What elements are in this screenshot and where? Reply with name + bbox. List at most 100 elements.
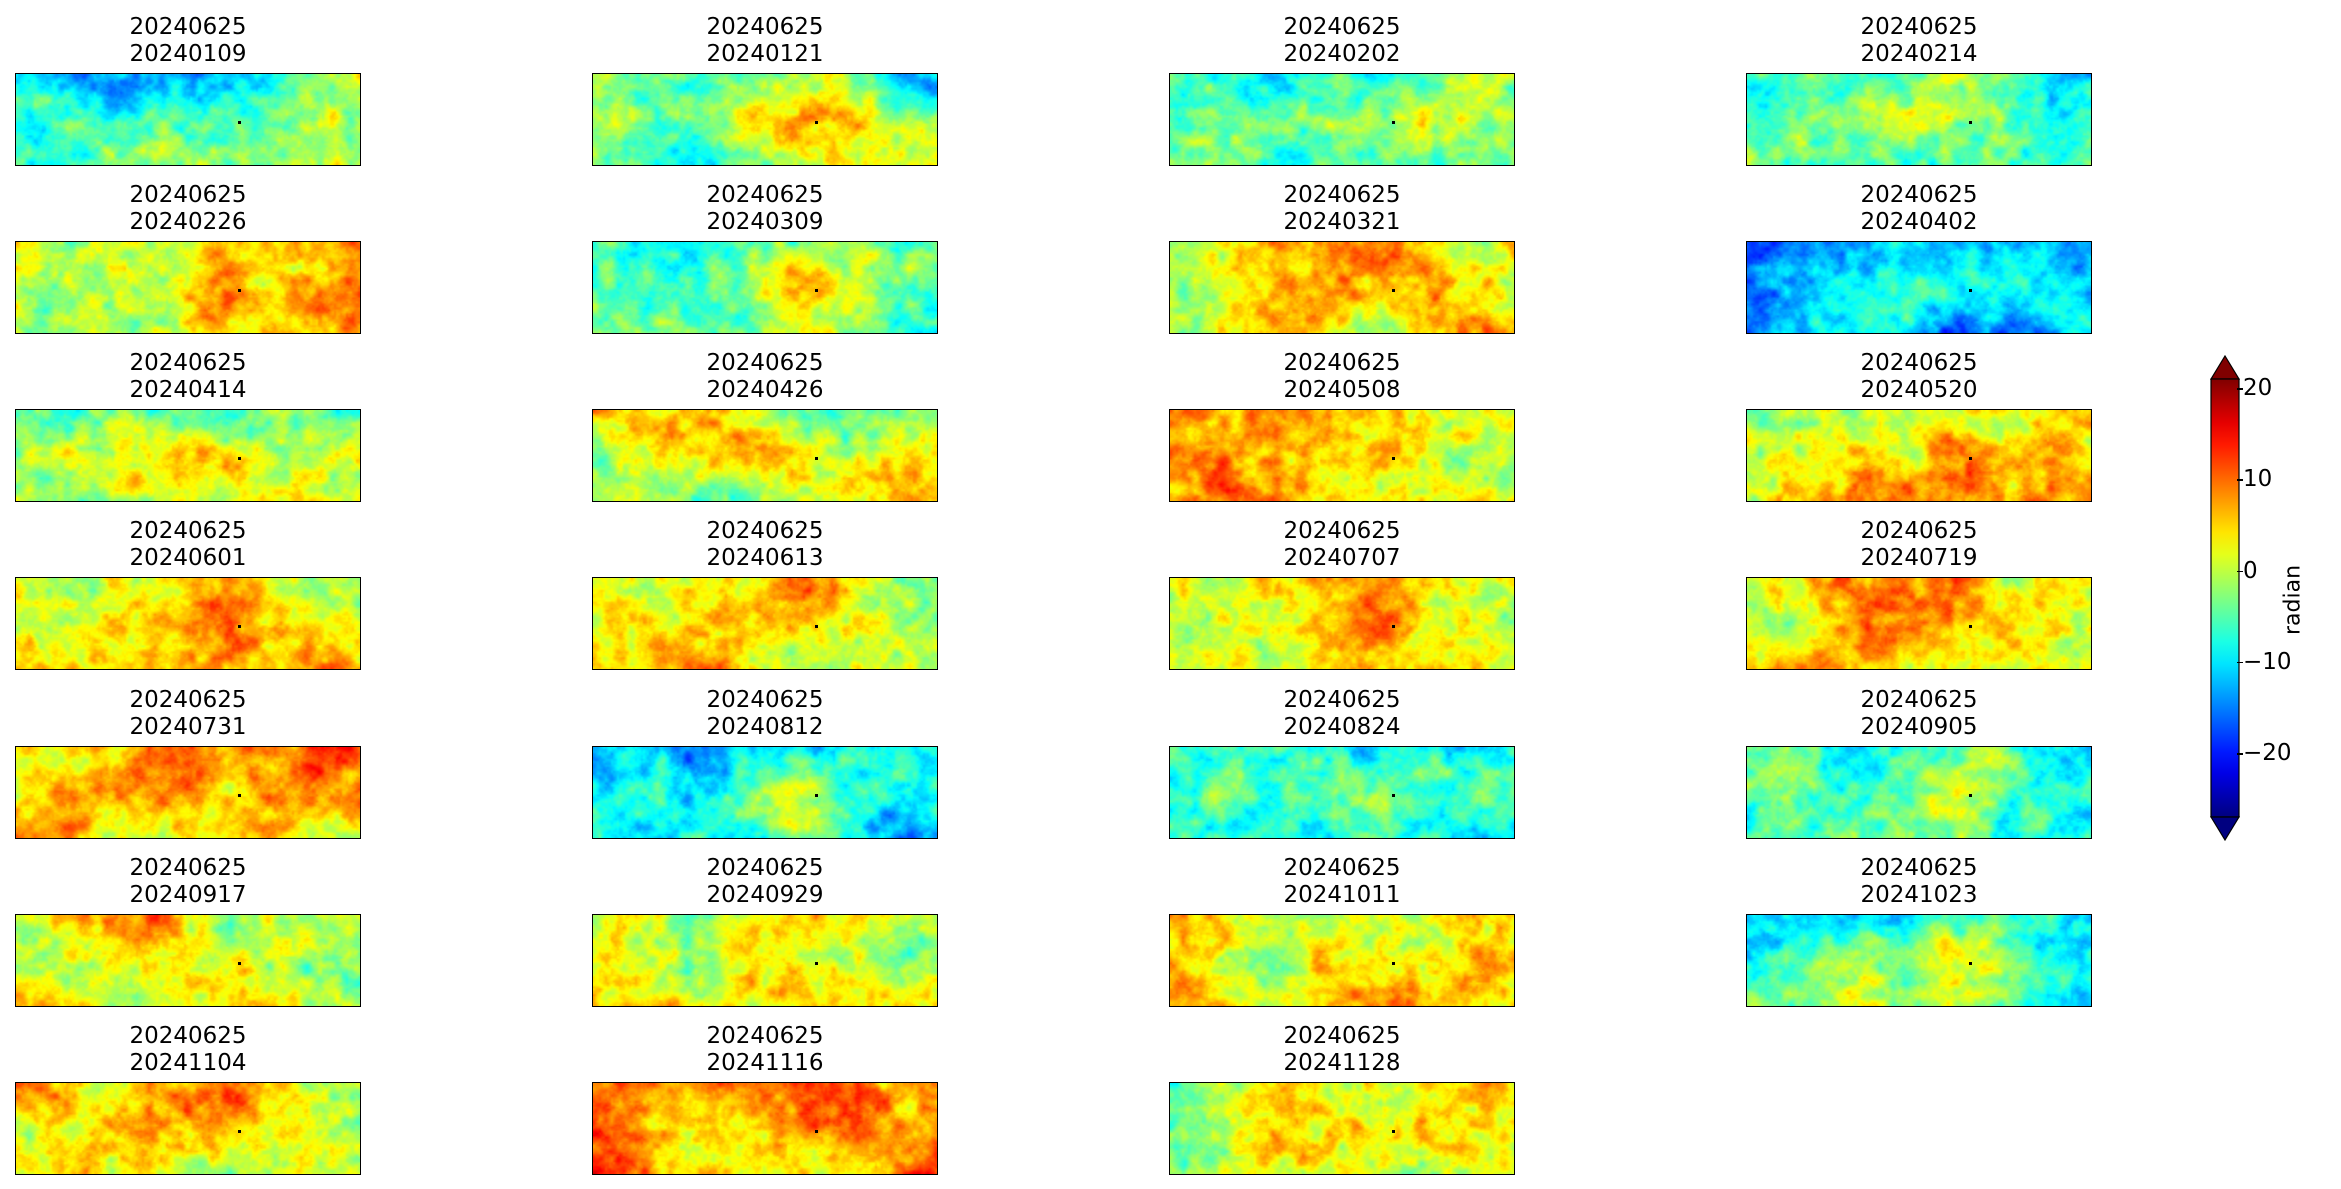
subplot-title: 20240625 20240109	[15, 14, 361, 68]
subplot-panel: 20240625 20240109	[15, 14, 361, 167]
reference-date: 20240625	[1283, 1023, 1401, 1049]
phase-raster	[1747, 578, 2091, 669]
subplot-panel: 20240625 20240402	[1746, 182, 2092, 335]
phase-map	[1169, 1082, 1515, 1175]
phase-raster	[1747, 242, 2091, 333]
secondary-date: 20240613	[706, 545, 824, 571]
reference-date: 20240625	[706, 855, 824, 881]
subplot-title: 20240625 20240214	[1746, 14, 2092, 68]
secondary-date: 20240109	[129, 41, 247, 67]
subplot-title: 20240625 20240905	[1746, 687, 2092, 741]
colorbar-tick-label: −20	[2237, 740, 2292, 767]
phase-map	[592, 914, 938, 1007]
reference-date: 20240625	[1860, 518, 1978, 544]
colorbar-extend-min	[2210, 816, 2240, 841]
subplot-panel: 20240625 20240929	[592, 855, 938, 1008]
reference-date: 20240625	[706, 350, 824, 376]
subplot-title: 20240625 20241023	[1746, 855, 2092, 909]
subplot-title: 20240625 20240731	[15, 687, 361, 741]
phase-map	[15, 746, 361, 839]
secondary-date: 20240321	[1283, 209, 1401, 235]
reference-date: 20240625	[129, 1023, 247, 1049]
phase-map	[1169, 241, 1515, 334]
secondary-date: 20240202	[1283, 41, 1401, 67]
secondary-date: 20241104	[129, 1050, 247, 1076]
colorbar-extend-max	[2210, 355, 2240, 380]
reference-date: 20240625	[1283, 182, 1401, 208]
subplot-panel: 20240625 20240812	[592, 687, 938, 840]
reference-date: 20240625	[129, 350, 247, 376]
reference-date: 20240625	[706, 182, 824, 208]
reference-date: 20240625	[129, 518, 247, 544]
subplot-title: 20240625 20240402	[1746, 182, 2092, 236]
phase-raster	[16, 915, 360, 1006]
reference-date: 20240625	[1860, 182, 1978, 208]
phase-raster	[593, 747, 937, 838]
reference-date: 20240625	[1283, 855, 1401, 881]
reference-point-marker	[1392, 794, 1395, 797]
phase-map	[1169, 409, 1515, 502]
subplot-panel: 20240625 20240731	[15, 687, 361, 840]
phase-raster	[1170, 410, 1514, 501]
phase-raster	[593, 578, 937, 669]
subplot-panel: 20240625 20240601	[15, 518, 361, 671]
secondary-date: 20240731	[129, 714, 247, 740]
reference-date: 20240625	[706, 687, 824, 713]
reference-point-marker	[1969, 625, 1972, 628]
subplot-panel: 20240625 20240905	[1746, 687, 2092, 840]
phase-raster	[16, 578, 360, 669]
phase-raster	[593, 242, 937, 333]
subplot-title: 20240625 20240321	[1169, 182, 1515, 236]
subplot-panel: 20240625 20240719	[1746, 518, 2092, 671]
phase-raster	[1747, 74, 2091, 165]
subplot-title: 20240625 20240707	[1169, 518, 1515, 572]
subplot-title: 20240625 20240917	[15, 855, 361, 909]
subplot-title: 20240625 20240601	[15, 518, 361, 572]
subplot-title: 20240625 20240824	[1169, 687, 1515, 741]
phase-map	[1746, 577, 2092, 670]
secondary-date: 20240214	[1860, 41, 1978, 67]
reference-point-marker	[1969, 794, 1972, 797]
phase-map	[592, 1082, 938, 1175]
subplot-title: 20240625 20240309	[592, 182, 938, 236]
phase-raster	[593, 74, 937, 165]
phase-map	[15, 409, 361, 502]
subplot-title: 20240625 20240414	[15, 350, 361, 404]
phase-raster	[593, 410, 937, 501]
phase-raster	[593, 915, 937, 1006]
secondary-date: 20240929	[706, 882, 824, 908]
colorbar-tick-label: −10	[2237, 648, 2292, 675]
reference-date: 20240625	[706, 518, 824, 544]
phase-map	[1746, 914, 2092, 1007]
colorbar	[2210, 355, 2240, 841]
subplot-title: 20240625 20240426	[592, 350, 938, 404]
subplot-title: 20240625 20240719	[1746, 518, 2092, 572]
reference-date: 20240625	[1860, 855, 1978, 881]
phase-raster	[1170, 1083, 1514, 1174]
reference-date: 20240625	[1860, 687, 1978, 713]
secondary-date: 20241116	[706, 1050, 824, 1076]
phase-map	[1746, 746, 2092, 839]
phase-map	[1169, 73, 1515, 166]
subplot-panel: 20240625 20240121	[592, 14, 938, 167]
reference-date: 20240625	[129, 855, 247, 881]
subplot-panel: 20240625 20241128	[1169, 1023, 1515, 1176]
subplot-panel: 20240625 20240508	[1169, 350, 1515, 503]
reference-point-marker	[1392, 962, 1395, 965]
reference-date: 20240625	[129, 182, 247, 208]
reference-point-marker	[1392, 457, 1395, 460]
reference-point-marker	[815, 962, 818, 965]
phase-map	[15, 577, 361, 670]
secondary-date: 20241011	[1283, 882, 1401, 908]
reference-point-marker	[1969, 457, 1972, 460]
secondary-date: 20240402	[1860, 209, 1978, 235]
phase-map	[1169, 746, 1515, 839]
reference-date: 20240625	[1283, 687, 1401, 713]
reference-point-marker	[815, 457, 818, 460]
secondary-date: 20240520	[1860, 377, 1978, 403]
reference-date: 20240625	[1283, 350, 1401, 376]
subplot-title: 20240625 20241104	[15, 1023, 361, 1077]
secondary-date: 20240309	[706, 209, 824, 235]
subplot-panel: 20240625 20240309	[592, 182, 938, 335]
